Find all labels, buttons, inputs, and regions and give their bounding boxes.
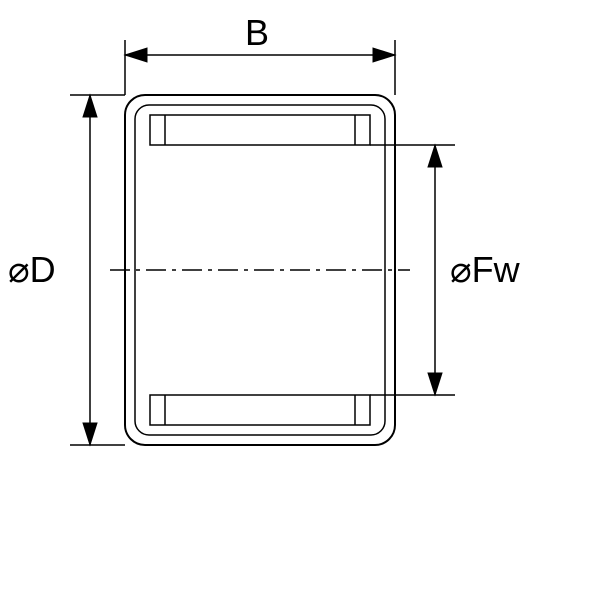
bearing-cross-section-diagram: B ⌀D ⌀Fw (0, 0, 600, 600)
dim-label-B: B (245, 12, 269, 53)
dim-label-Fw: ⌀Fw (450, 249, 521, 290)
dim-label-D: ⌀D (8, 249, 56, 290)
